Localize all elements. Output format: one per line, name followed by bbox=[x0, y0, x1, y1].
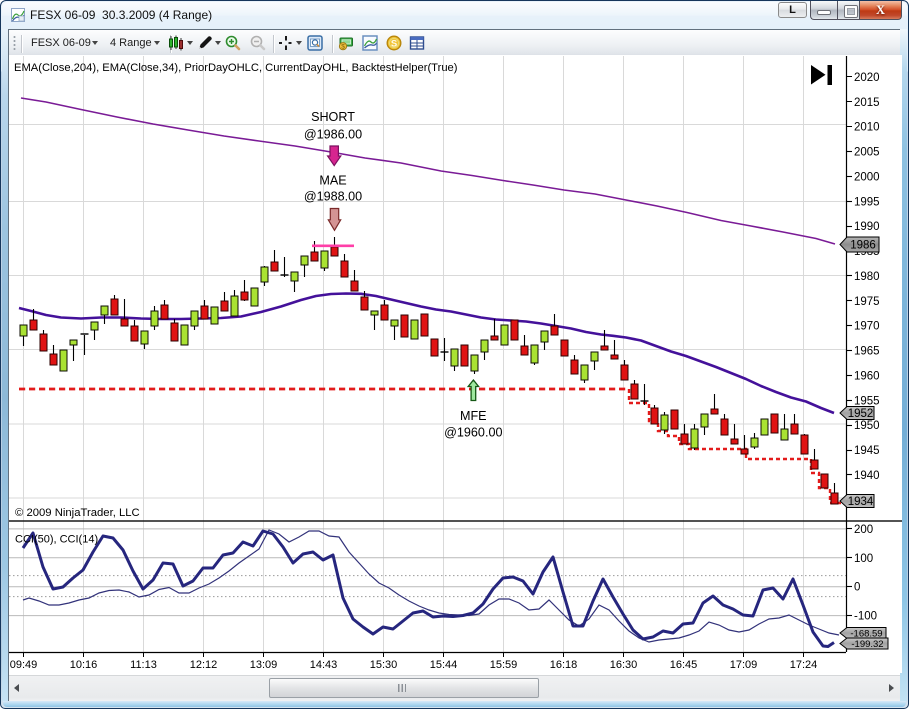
svg-text:10:16: 10:16 bbox=[70, 659, 98, 671]
svg-text:EMA(Close,204), EMA(Close,34),: EMA(Close,204), EMA(Close,34), PriorDayO… bbox=[14, 62, 458, 74]
svg-text:$: $ bbox=[341, 44, 345, 51]
svg-text:15:59: 15:59 bbox=[490, 659, 518, 671]
svg-text:0: 0 bbox=[854, 582, 860, 594]
svg-text:17:09: 17:09 bbox=[730, 659, 758, 671]
svg-text:S: S bbox=[391, 38, 397, 49]
svg-text:2005: 2005 bbox=[854, 147, 880, 159]
svg-text:1934: 1934 bbox=[848, 496, 874, 508]
svg-text:© 2009 NinjaTrader, LLC: © 2009 NinjaTrader, LLC bbox=[15, 507, 140, 519]
svg-text:16:45: 16:45 bbox=[670, 659, 698, 671]
svg-text:1960: 1960 bbox=[854, 370, 880, 382]
svg-text:1955: 1955 bbox=[854, 395, 880, 407]
svg-text:2020: 2020 bbox=[854, 72, 880, 84]
svg-text:2010: 2010 bbox=[854, 122, 880, 134]
svg-text:09:49: 09:49 bbox=[10, 659, 38, 671]
svg-text:11:13: 11:13 bbox=[130, 659, 157, 671]
svg-text:@1986.00: @1986.00 bbox=[304, 128, 362, 142]
svg-text:16:30: 16:30 bbox=[610, 659, 638, 671]
svg-text:@1988.00: @1988.00 bbox=[304, 190, 362, 204]
svg-text:15:44: 15:44 bbox=[430, 659, 458, 671]
svg-text:CCI(50), CCI(14): CCI(50), CCI(14) bbox=[15, 534, 98, 546]
svg-text:14:43: 14:43 bbox=[310, 659, 338, 671]
svg-text:-168.59: -168.59 bbox=[850, 628, 882, 639]
svg-text:1986: 1986 bbox=[850, 240, 876, 252]
svg-text:16:18: 16:18 bbox=[550, 659, 578, 671]
svg-text:1975: 1975 bbox=[854, 296, 880, 308]
svg-text:1990: 1990 bbox=[854, 221, 880, 233]
svg-text:MAE: MAE bbox=[319, 174, 346, 188]
svg-text:200: 200 bbox=[854, 524, 873, 536]
svg-text:SHORT: SHORT bbox=[311, 110, 355, 124]
svg-text:-199.32: -199.32 bbox=[851, 639, 883, 650]
svg-text:2000: 2000 bbox=[854, 171, 880, 183]
svg-text:15:30: 15:30 bbox=[370, 659, 398, 671]
svg-text:1950: 1950 bbox=[854, 420, 880, 432]
svg-text:1965: 1965 bbox=[854, 346, 880, 358]
svg-text:1995: 1995 bbox=[854, 196, 880, 208]
svg-text:1952: 1952 bbox=[848, 408, 874, 420]
svg-text:MFE: MFE bbox=[460, 409, 487, 423]
svg-text:1980: 1980 bbox=[854, 271, 880, 283]
svg-text:@1960.00: @1960.00 bbox=[444, 426, 502, 440]
svg-text:17:24: 17:24 bbox=[790, 659, 818, 671]
svg-text:-100: -100 bbox=[854, 611, 877, 623]
svg-text:13:09: 13:09 bbox=[250, 659, 278, 671]
svg-text:100: 100 bbox=[854, 553, 873, 565]
svg-text:1970: 1970 bbox=[854, 321, 880, 333]
svg-text:1940: 1940 bbox=[854, 470, 880, 482]
svg-text:2015: 2015 bbox=[854, 97, 880, 109]
svg-text:1945: 1945 bbox=[854, 445, 880, 457]
svg-text:12:12: 12:12 bbox=[190, 659, 218, 671]
